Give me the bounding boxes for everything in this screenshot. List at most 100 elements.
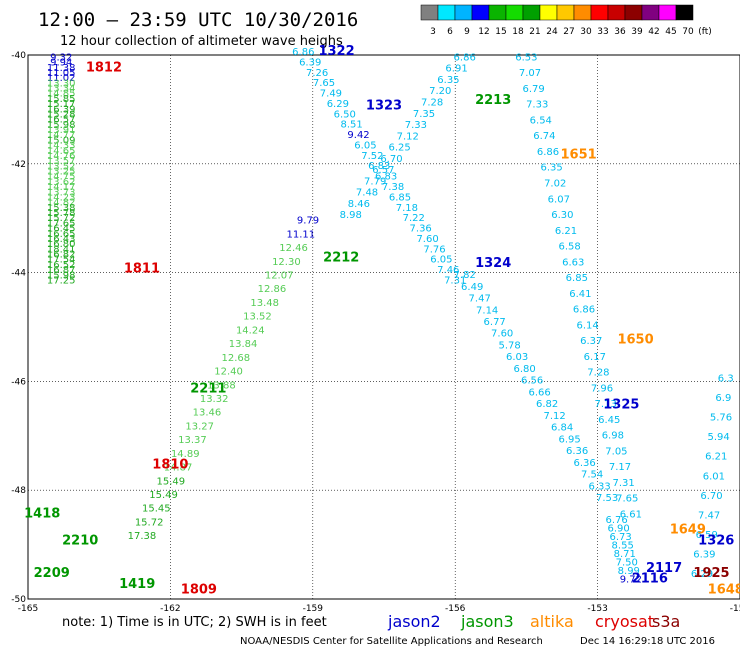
data-label: 6.39: [299, 57, 321, 68]
data-label: 6.74: [533, 131, 555, 142]
data-label: 6.59: [696, 530, 718, 541]
data-label: 13.48: [250, 298, 279, 309]
data-label: 9.94: [50, 58, 72, 69]
data-label: 6.36: [573, 458, 595, 469]
data-label: 6.35: [540, 163, 562, 174]
grid: [28, 55, 740, 599]
data-label: 14.65: [47, 146, 76, 157]
data-label: 6.82: [536, 399, 558, 410]
colorbar-swatch: [420, 4, 439, 21]
data-label: 6.35: [437, 75, 459, 86]
data-label: 15.98: [47, 120, 76, 131]
data-label: 7.31: [444, 275, 466, 286]
data-label: 7.48: [356, 188, 378, 199]
colorbar-label: 70: [682, 27, 694, 37]
pass-label: 1651: [561, 147, 597, 162]
data-label: 6.03: [506, 352, 528, 363]
data-label: 7.02: [544, 178, 566, 189]
data-label: 6.79: [522, 84, 544, 95]
data-label: 7.38: [382, 182, 404, 193]
data-label: 16.65: [47, 229, 76, 240]
data-label: 13.25: [47, 167, 76, 178]
data-label: 6.3: [718, 373, 734, 384]
data-label: 6.56: [521, 376, 543, 387]
data-label: 6.85: [389, 192, 411, 203]
data-label: 17.25: [47, 275, 76, 286]
colorbar-swatch: [488, 4, 507, 21]
data-label: 7.47: [469, 294, 491, 305]
data-label: 8.51: [341, 120, 363, 131]
data-label: 6.30: [551, 210, 573, 221]
data-label: 6.41: [569, 289, 591, 300]
colorbar-label: 21: [529, 27, 540, 37]
data-label: 8.98: [340, 210, 362, 221]
data-label: 6.98: [602, 431, 624, 442]
legend-entry-altika: altika: [530, 612, 574, 631]
data-label: 7.79: [364, 176, 386, 187]
data-label: 17.65: [47, 218, 76, 229]
data-label: 14.75: [47, 172, 76, 183]
data-label: 6.05: [430, 255, 452, 266]
data-label: 6.37: [580, 336, 602, 347]
data-label: 6.58: [558, 242, 580, 253]
data-label: 6.84: [551, 423, 573, 434]
data-label: 14.77: [47, 130, 76, 141]
data-label: 6.01: [703, 471, 725, 482]
data-label: 6.33: [588, 481, 610, 492]
pass-label: 2213: [475, 93, 511, 108]
data-label: 13.88: [207, 380, 236, 391]
pass-labels: 1812 1811 1810 1809 2212 2211 2210 2209 1418 1419…: [24, 44, 740, 598]
data-label: 6.21: [705, 452, 727, 463]
footer-credit: NOAA/NESDIS Center for Satellite Applica…: [240, 636, 543, 647]
data-label: 7.18: [396, 203, 418, 214]
plot-area: -165 -162 -159 -156 -153 -150 -50 -48 -46 -44 -42 -…: [11, 44, 740, 614]
data-label: 7.28: [587, 368, 609, 379]
y-tick-label: -48: [11, 486, 26, 496]
data-label: 6.57: [372, 165, 394, 176]
pass-label: 1812: [86, 60, 122, 75]
data-label: 13.30: [47, 78, 76, 89]
data-label: 7.12: [543, 411, 565, 422]
data-label: 11.11: [287, 229, 316, 240]
data-label: 6.91: [445, 64, 467, 75]
data-label: 7.26: [306, 68, 328, 79]
data-label: 7.33: [526, 100, 548, 111]
pass-label: 1650: [617, 332, 653, 347]
colorbar-swatch: [675, 4, 694, 21]
data-label: 7.54: [581, 470, 603, 481]
data-label: 15.78: [47, 208, 76, 219]
pass-label: 1419: [119, 577, 155, 592]
data-label: 15.17: [47, 99, 76, 110]
data-label: 13.34: [47, 84, 76, 95]
tick-labels: -165 -162 -159 -156 -153 -150 -50 -48 -46 -44 -42 -…: [11, 51, 740, 614]
colorbar-swatch: [471, 4, 490, 21]
legend-entry-jason3: jason3: [460, 612, 514, 631]
data-label: 6.54: [530, 115, 552, 126]
data-label: 14.17: [47, 182, 76, 193]
data-label: 6.70: [700, 491, 722, 502]
colorbar: 3 6 9 12 15 18 21 24 27 30 33 36 39 42 45 70 (ft): [420, 4, 712, 37]
data-label: 15.98: [47, 270, 76, 281]
pass-label: 1418: [24, 506, 60, 521]
colorbar-swatch: [641, 4, 660, 21]
pass-label: 2117: [646, 561, 682, 576]
y-tick-label: -40: [11, 51, 26, 61]
data-label: 16.82: [47, 250, 76, 261]
data-label: 8.55: [612, 540, 634, 551]
chart-subtitle: 12 hour collection of altimeter wave hei…: [60, 34, 343, 49]
colorbar-swatch: [505, 4, 524, 21]
pass-label: 2210: [62, 534, 98, 549]
data-label: 13.46: [193, 408, 222, 419]
data-label: 8.46: [348, 199, 370, 210]
y-tick-label: -50: [11, 595, 26, 605]
data-label: 13.52: [47, 161, 76, 172]
data-label: 13.73: [47, 187, 76, 198]
data-label: 6.90: [607, 523, 629, 534]
data-label: 14.33: [47, 141, 76, 152]
pass-label: 1322: [318, 44, 354, 59]
y-tick-label: -42: [11, 160, 26, 170]
data-label: 7.60: [416, 234, 438, 245]
data-label: 9.72: [620, 575, 642, 586]
